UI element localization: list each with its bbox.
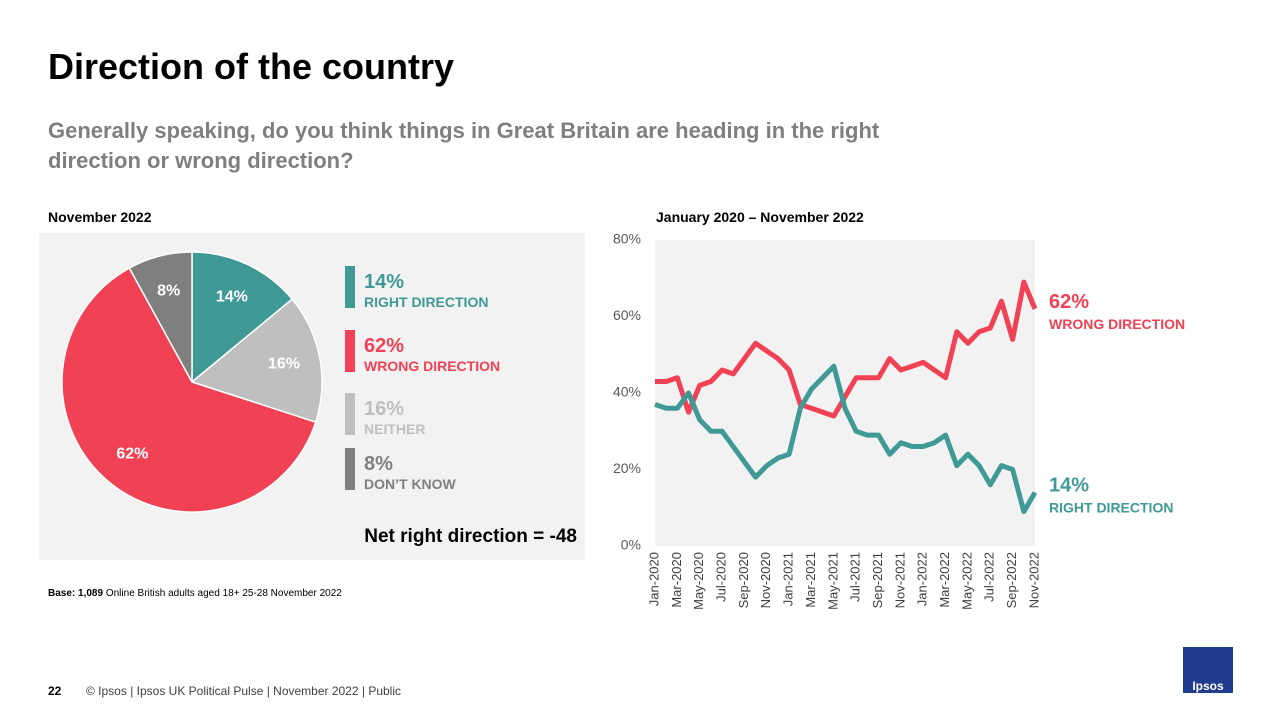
y-tick-label: 60%: [613, 307, 641, 323]
slice-label: 62%: [116, 445, 148, 462]
legend-swatch: [345, 266, 355, 308]
x-tick-label: Jan-2022: [915, 552, 930, 606]
pie-slice: [128, 251, 193, 383]
x-tick-label: Jul-2020: [713, 552, 728, 602]
base-note: Base: 1,089 Online British adults aged 1…: [48, 588, 342, 599]
series-label: RIGHT DIRECTION: [1049, 499, 1173, 515]
end-value-label: 14%: [1049, 474, 1089, 496]
x-tick-label: Jan-2021: [781, 552, 796, 606]
slide-title: Direction of the country: [48, 46, 455, 87]
legend-swatch: [345, 448, 355, 490]
pie-slice: [191, 251, 294, 384]
x-tick-label: Mar-2021: [803, 552, 818, 608]
x-tick-label: Mar-2020: [669, 552, 684, 608]
legend-value: 62%: [364, 335, 404, 357]
footer: © Ipsos | Ipsos UK Political Pulse | Nov…: [86, 684, 401, 698]
y-tick-label: 40%: [613, 384, 641, 400]
x-tick-label: Nov-2021: [892, 552, 907, 608]
base-label: Base:: [48, 588, 76, 599]
y-tick-label: 0%: [621, 537, 641, 553]
x-tick-label: Jul-2022: [982, 552, 997, 602]
slice-label: 14%: [216, 289, 248, 306]
x-tick-label: Nov-2020: [758, 552, 773, 608]
x-tick-label: May-2022: [959, 552, 974, 610]
legend-label: NEITHER: [364, 421, 425, 437]
slice-label: 8%: [157, 283, 180, 300]
chart-title: January 2020 – November 2022: [656, 209, 864, 225]
x-tick-label: May-2020: [691, 552, 706, 610]
x-tick-label: Sep-2022: [1004, 552, 1019, 608]
legend-swatch: [345, 330, 355, 372]
chart-title: November 2022: [48, 209, 152, 225]
y-tick-label: 80%: [613, 231, 641, 247]
x-tick-label: Mar-2022: [937, 552, 952, 608]
slice-label: 16%: [268, 356, 300, 373]
x-tick-label: Nov-2022: [1026, 552, 1041, 608]
series-line: [655, 279, 1038, 419]
pie-slice: [61, 267, 317, 513]
subtitle: Generally speaking, do you think things …: [48, 118, 880, 173]
x-tick-label: Jan-2020: [646, 552, 661, 606]
logo: Ipsos: [1183, 647, 1233, 693]
x-tick-label: Sep-2021: [870, 552, 885, 608]
end-value-label: 62%: [1049, 291, 1089, 313]
x-tick-label: May-2021: [825, 552, 840, 610]
base-text: Online British adults aged 18+ 25-28 Nov…: [105, 588, 342, 599]
x-tick-label: Sep-2020: [736, 552, 751, 608]
legend-value: 8%: [364, 453, 393, 475]
legend-value: 14%: [364, 271, 404, 293]
pie-slice: [190, 298, 323, 424]
legend-label: RIGHT DIRECTION: [364, 294, 488, 310]
x-tick-label: Jul-2021: [848, 552, 863, 602]
legend-label: WRONG DIRECTION: [364, 358, 500, 374]
legend-value: 16%: [364, 398, 404, 420]
y-tick-label: 20%: [613, 460, 641, 476]
base-count: 1,089: [78, 588, 104, 599]
series-label: WRONG DIRECTION: [1049, 316, 1185, 332]
legend-label: DON’T KNOW: [364, 476, 457, 492]
page-number: 22: [48, 684, 62, 698]
series-line: [654, 363, 1038, 515]
annotation: Net right direction = -48: [364, 526, 577, 547]
legend-swatch: [345, 393, 355, 435]
